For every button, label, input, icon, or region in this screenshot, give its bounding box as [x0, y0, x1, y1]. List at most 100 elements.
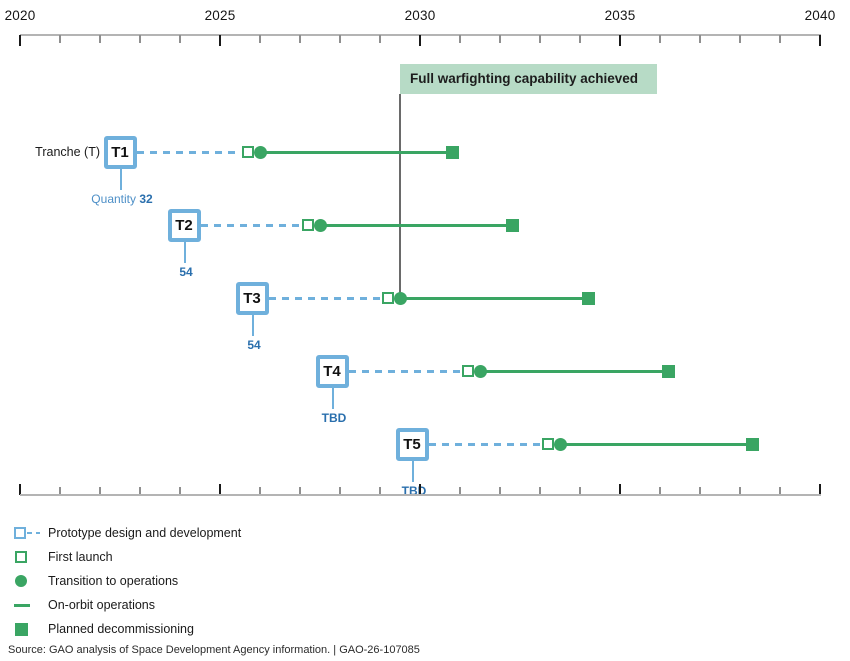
axis-tick-2020	[18, 35, 22, 46]
quantity-label-t2: 54	[179, 265, 192, 279]
prototype-design-line-t3	[268, 296, 380, 300]
axis-tick-2021	[59, 35, 61, 43]
full-warfighting-capability-line	[399, 94, 401, 298]
planned-decommissioning-marker-t4	[661, 364, 675, 378]
planned-decommissioning-marker-t1	[445, 145, 459, 159]
axis-tick-2021	[59, 487, 61, 495]
legend-item-4: Planned decommissioning	[14, 617, 241, 641]
first-launch-square-icon-shape	[15, 551, 27, 563]
bottom-axis-line	[20, 494, 821, 496]
quantity-label-t1: Quantity 32	[91, 192, 152, 206]
quantity-connector-t3	[252, 314, 254, 336]
axis-tick-2028	[339, 35, 341, 43]
axis-tick-2034	[579, 35, 581, 43]
axis-tick-2038	[739, 35, 741, 43]
legend-item-2: Transition to operations	[14, 569, 241, 593]
quantity-label-t4: TBD	[322, 411, 347, 425]
first-launch-marker-t2	[301, 218, 314, 231]
decommissioning-square-icon-shape	[15, 622, 28, 636]
axis-tick-2022	[99, 487, 101, 495]
axis-tick-2033	[539, 35, 541, 43]
year-label-2040: 2040	[804, 8, 836, 23]
axis-tick-2032	[499, 35, 501, 43]
on-orbit-operations-line-t1	[260, 150, 452, 154]
quantity-connector-t5	[412, 460, 414, 482]
axis-tick-2039	[779, 487, 781, 495]
legend-label-0: Prototype design and development	[48, 526, 242, 540]
axis-tick-2028	[339, 487, 341, 495]
year-label-2025: 2025	[204, 8, 236, 23]
first-launch-marker-t3	[381, 291, 394, 304]
on-orbit-operations-line-t5	[560, 442, 752, 446]
transition-circle-icon-shape	[15, 575, 27, 587]
axis-tick-2031	[459, 487, 461, 495]
transition-to-operations-marker-t3	[393, 291, 407, 305]
axis-tick-2025	[218, 484, 222, 495]
on-orbit-line-icon	[14, 603, 48, 607]
axis-tick-2037	[699, 487, 701, 495]
prototype-dashed-square-icon-shape	[14, 527, 26, 539]
axis-tick-2030	[418, 35, 422, 46]
first-launch-marker-t4	[461, 364, 474, 377]
axis-tick-2024	[179, 487, 181, 495]
axis-tick-2030	[418, 484, 422, 495]
transition-to-operations-marker-t1	[253, 145, 267, 159]
tranche-label-box-t5: T5	[395, 427, 429, 461]
axis-tick-2036	[659, 35, 661, 43]
axis-tick-2027	[299, 35, 301, 43]
on-orbit-line-icon-shape	[14, 603, 30, 607]
axis-tick-2035	[618, 35, 622, 46]
tranche-label-box-t1: T1	[103, 135, 137, 169]
axis-tick-2024	[179, 35, 181, 43]
axis-tick-2038	[739, 487, 741, 495]
axis-tick-2029	[379, 35, 381, 43]
year-label-2030: 2030	[404, 8, 436, 23]
axis-tick-2023	[139, 35, 141, 43]
axis-tick-2037	[699, 35, 701, 43]
axis-tick-2033	[539, 487, 541, 495]
axis-tick-2026	[259, 487, 261, 495]
tranche-row-header-label: Tranche (T)	[35, 145, 100, 159]
legend-item-3: On-orbit operations	[14, 593, 241, 617]
prototype-design-line-t4	[348, 369, 460, 373]
axis-tick-2023	[139, 487, 141, 495]
axis-tick-2026	[259, 35, 261, 43]
planned-decommissioning-marker-t2	[505, 218, 519, 232]
year-label-2020: 2020	[4, 8, 36, 23]
decommissioning-square-icon	[14, 622, 48, 636]
tranche-label-box-t2: T2	[167, 208, 201, 242]
on-orbit-operations-line-t3	[400, 296, 588, 300]
tranche-label-box-t3: T3	[235, 281, 269, 315]
prototype-dashed-square-icon-shape	[27, 531, 40, 535]
axis-tick-2020	[18, 484, 22, 495]
first-launch-marker-t1	[241, 145, 254, 158]
source-note: Source: GAO analysis of Space Developmen…	[8, 644, 420, 656]
transition-to-operations-marker-t4	[473, 364, 487, 378]
planned-decommissioning-marker-t5	[745, 437, 759, 451]
prototype-design-line-t2	[200, 223, 300, 227]
legend-item-0: Prototype design and development	[14, 521, 241, 545]
tranche-label-box-t4: T4	[315, 354, 349, 388]
quantity-connector-t1	[120, 168, 122, 190]
axis-tick-2034	[579, 487, 581, 495]
first-launch-marker-t5	[541, 437, 554, 450]
quantity-value-t3: 54	[247, 338, 261, 352]
axis-tick-2029	[379, 487, 381, 495]
axis-tick-2032	[499, 487, 501, 495]
year-label-2035: 2035	[604, 8, 636, 23]
axis-tick-2040	[818, 35, 822, 46]
legend-label-1: First launch	[48, 550, 113, 564]
legend-label-2: Transition to operations	[48, 574, 179, 588]
banner-label: Full warfighting capability achieved	[410, 71, 639, 86]
quantity-connector-t2	[184, 241, 186, 263]
first-launch-square-icon	[14, 551, 48, 563]
legend-label-3: On-orbit operations	[48, 598, 156, 612]
axis-tick-2027	[299, 487, 301, 495]
legend-item-1: First launch	[14, 545, 241, 569]
prototype-design-line-t5	[428, 442, 540, 446]
transition-circle-icon	[14, 575, 48, 587]
quantity-prefix-label: Quantity	[91, 192, 140, 206]
axis-tick-2031	[459, 35, 461, 43]
quantity-label-t3: 54	[247, 338, 260, 352]
